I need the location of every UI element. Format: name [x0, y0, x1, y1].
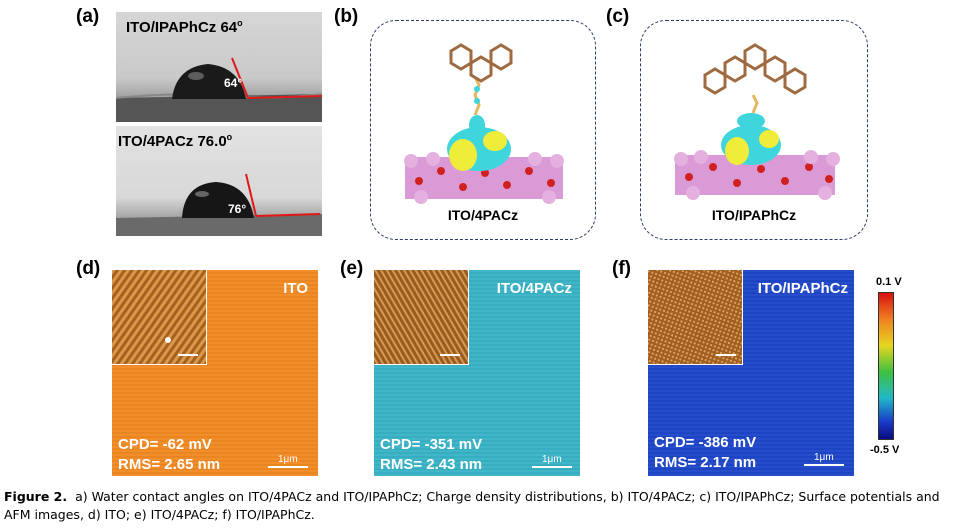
panel-label-e: (e)	[340, 258, 364, 279]
charge-density-box-c: ITO/IPAPhCz	[640, 20, 868, 240]
afm-texture-e	[374, 270, 468, 364]
surface-potential-map-f: ITO/IPAPhCz CPD= -386 mV RMS= 2.17 nm 1μ…	[648, 270, 854, 476]
contact-angle-bottom-title: ITO/4PACz 76.0o	[118, 132, 233, 150]
charge-density-box-b: ITO/4PACz	[370, 20, 596, 240]
afm-texture-f	[648, 270, 742, 364]
afm-cpd-e: CPD= -351 mV	[380, 436, 483, 453]
surface-potential-map-d: ITO CPD= -62 mV RMS= 2.65 nm 1μm	[112, 270, 318, 476]
afm-inset-e	[374, 270, 469, 365]
charge-density-caption-b: ITO/4PACz	[447, 207, 519, 223]
contact-angle-bottom-value: 76°	[228, 202, 247, 216]
afm-texture-d	[112, 270, 206, 364]
scale-bar-f	[804, 464, 844, 466]
afm-inset-f	[648, 270, 743, 365]
molecule-c-graphic	[674, 43, 840, 200]
figure-caption: Figure 2. a) Water contact angles on ITO…	[4, 488, 966, 524]
colorbar-gradient	[878, 292, 894, 440]
inset-scale-bar-d	[178, 354, 198, 356]
panel-label-a: (a)	[76, 6, 100, 27]
scale-bar-e	[532, 466, 572, 468]
colorbar-min-label: -0.5 V	[870, 444, 900, 456]
scale-bar-d	[268, 466, 308, 468]
molecule-b-graphic	[404, 43, 564, 204]
contact-angle-photo-top: ITO/IPAPhCz 64o 64°	[116, 12, 322, 122]
contact-angle-top-value: 64°	[224, 76, 243, 90]
figure-caption-label: Figure 2.	[4, 489, 68, 504]
droplet-bottom-graphic	[116, 173, 322, 236]
scale-label-f: 1μm	[814, 452, 834, 463]
droplet-top-graphic	[116, 57, 322, 122]
afm-cpd-f: CPD= -386 mV	[654, 434, 757, 451]
afm-cpd-d: CPD= -62 mV	[118, 436, 212, 453]
charge-density-caption-c: ITO/IPAPhCz	[711, 207, 797, 223]
afm-inset-d	[112, 270, 207, 365]
colorbar-max-label: 0.1 V	[876, 276, 902, 288]
contact-angle-top-title: ITO/IPAPhCz 64o	[126, 18, 243, 36]
afm-rms-d: RMS= 2.65 nm	[118, 456, 221, 473]
panel-label-b: (b)	[334, 6, 359, 27]
scale-label-d: 1μm	[278, 454, 298, 465]
contact-angle-photo-bottom: ITO/4PACz 76.0o 76°	[116, 126, 322, 236]
figure-caption-text: a) Water contact angles on ITO/4PACz and…	[4, 489, 940, 522]
scale-label-e: 1μm	[542, 454, 562, 465]
afm-rms-f: RMS= 2.17 nm	[654, 454, 757, 471]
afm-name-f: ITO/IPAPhCz	[757, 280, 848, 297]
inset-scale-bar-e	[440, 354, 460, 356]
afm-name-d: ITO	[283, 280, 308, 297]
inset-scale-bar-f	[716, 354, 736, 356]
panel-label-d: (d)	[76, 258, 101, 279]
afm-rms-e: RMS= 2.43 nm	[380, 456, 483, 473]
panel-label-c: (c)	[606, 6, 630, 27]
afm-name-e: ITO/4PACz	[496, 280, 572, 297]
surface-potential-map-e: ITO/4PACz CPD= -351 mV RMS= 2.43 nm 1μm	[374, 270, 580, 476]
panel-label-f: (f)	[612, 258, 631, 279]
